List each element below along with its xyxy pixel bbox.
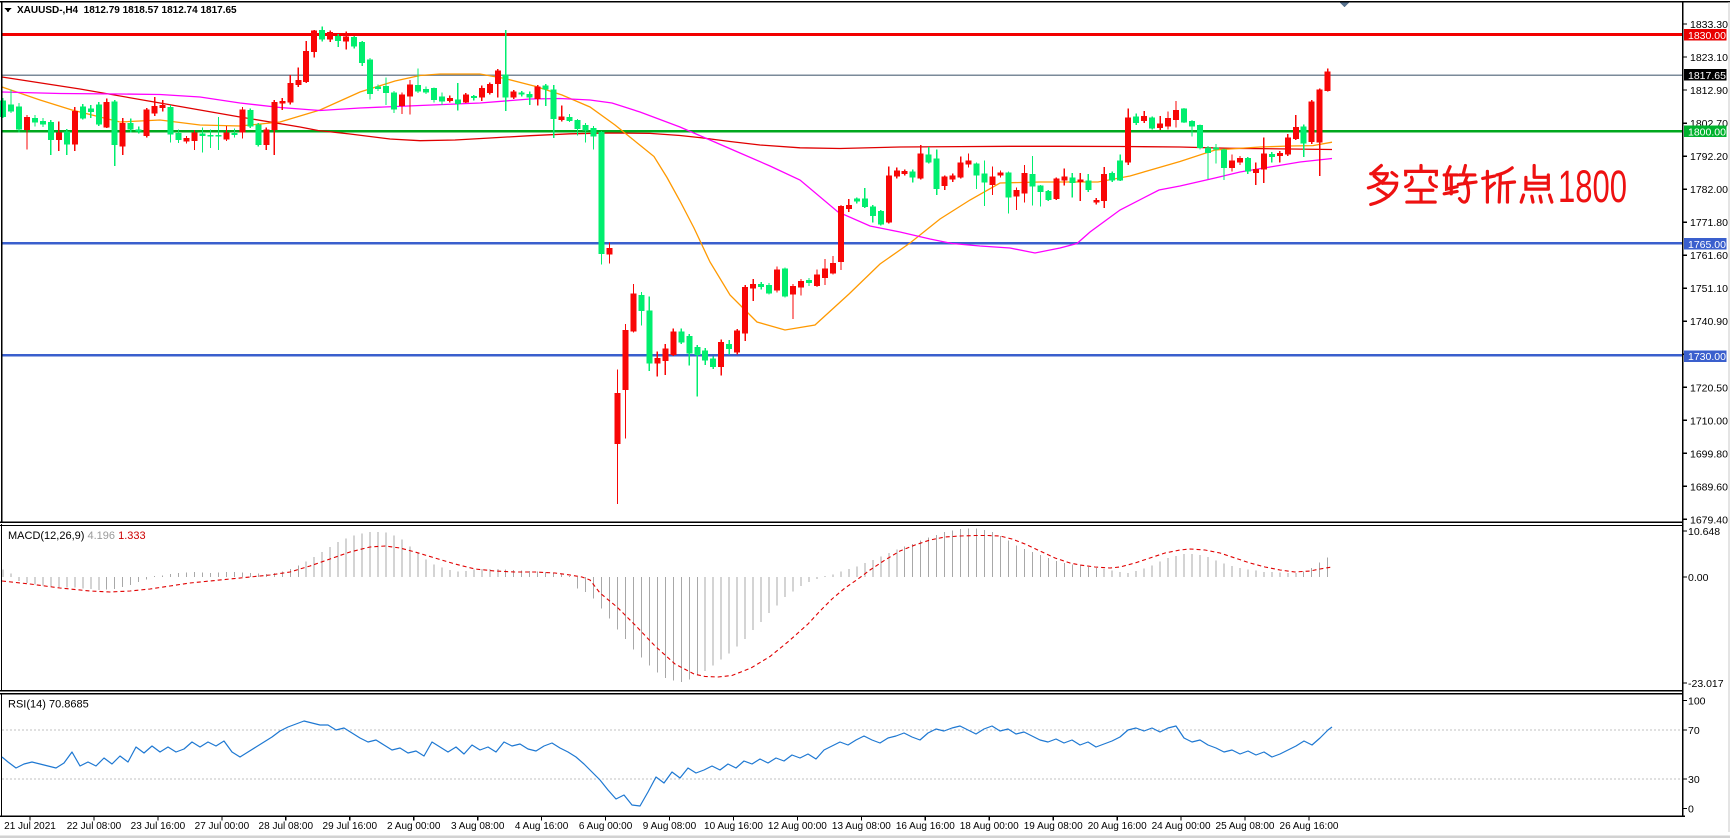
- svg-text:3 Aug 08:00: 3 Aug 08:00: [451, 821, 505, 832]
- svg-text:1740.90: 1740.90: [1690, 316, 1728, 328]
- svg-text:MACD(12,26,9) 4.196 1.333: MACD(12,26,9) 4.196 1.333: [8, 530, 146, 542]
- svg-text:100: 100: [1688, 696, 1706, 708]
- svg-text:24 Aug 00:00: 24 Aug 00:00: [1152, 821, 1211, 832]
- svg-text:1699.80: 1699.80: [1690, 448, 1728, 460]
- svg-text:70: 70: [1688, 725, 1700, 737]
- svg-text:9 Aug 08:00: 9 Aug 08:00: [643, 821, 697, 832]
- svg-text:21 Jul 2021: 21 Jul 2021: [4, 821, 56, 832]
- svg-text:10.648: 10.648: [1688, 526, 1720, 538]
- svg-text:22 Jul 08:00: 22 Jul 08:00: [67, 821, 122, 832]
- svg-text:18 Aug 00:00: 18 Aug 00:00: [960, 821, 1019, 832]
- svg-text:1812.90: 1812.90: [1690, 85, 1728, 97]
- svg-text:0: 0: [1688, 804, 1694, 816]
- svg-text:1720.50: 1720.50: [1690, 382, 1728, 394]
- svg-text:16 Aug 16:00: 16 Aug 16:00: [896, 821, 955, 832]
- svg-text:20 Aug 16:00: 20 Aug 16:00: [1088, 821, 1147, 832]
- svg-text:6 Aug 00:00: 6 Aug 00:00: [579, 821, 633, 832]
- svg-text:25 Aug 08:00: 25 Aug 08:00: [1216, 821, 1275, 832]
- svg-text:30: 30: [1688, 774, 1700, 786]
- svg-text:1751.10: 1751.10: [1690, 283, 1728, 295]
- svg-text:1833.30: 1833.30: [1690, 19, 1728, 31]
- svg-text:1792.20: 1792.20: [1690, 151, 1728, 163]
- svg-text:1782.00: 1782.00: [1690, 184, 1728, 196]
- svg-text:1800: 1800: [1558, 161, 1627, 212]
- svg-text:1830.00: 1830.00: [1688, 30, 1726, 42]
- svg-text:4 Aug 16:00: 4 Aug 16:00: [515, 821, 569, 832]
- svg-text:19 Aug 08:00: 19 Aug 08:00: [1024, 821, 1083, 832]
- svg-text:1817.65: 1817.65: [1688, 70, 1726, 82]
- svg-text:10 Aug 16:00: 10 Aug 16:00: [704, 821, 763, 832]
- svg-text:2 Aug 00:00: 2 Aug 00:00: [387, 821, 441, 832]
- svg-text:1761.60: 1761.60: [1690, 250, 1728, 262]
- svg-text:1710.00: 1710.00: [1690, 415, 1728, 427]
- svg-text:RSI(14) 70.8685: RSI(14) 70.8685: [8, 699, 89, 711]
- svg-text:1800.00: 1800.00: [1688, 126, 1726, 138]
- svg-text:28 Jul 08:00: 28 Jul 08:00: [259, 821, 314, 832]
- svg-text:23 Jul 16:00: 23 Jul 16:00: [131, 821, 186, 832]
- svg-text:1823.10: 1823.10: [1690, 52, 1728, 64]
- svg-text:12 Aug 00:00: 12 Aug 00:00: [768, 821, 827, 832]
- svg-text:26 Aug 16:00: 26 Aug 16:00: [1280, 821, 1339, 832]
- svg-text:1765.00: 1765.00: [1688, 239, 1726, 251]
- svg-text:1689.60: 1689.60: [1690, 481, 1728, 493]
- svg-text:29 Jul 16:00: 29 Jul 16:00: [323, 821, 378, 832]
- svg-text:-23.017: -23.017: [1688, 678, 1724, 690]
- svg-text:1679.40: 1679.40: [1690, 514, 1728, 526]
- svg-text:1730.00: 1730.00: [1688, 351, 1726, 363]
- svg-text:0.00: 0.00: [1688, 572, 1709, 584]
- svg-text:27 Jul 00:00: 27 Jul 00:00: [195, 821, 250, 832]
- svg-text:XAUUSD-,H4 1812.79 1818.57 18: XAUUSD-,H4 1812.79 1818.57 1812.74 1817.…: [17, 5, 237, 16]
- svg-text:1771.80: 1771.80: [1690, 217, 1728, 229]
- svg-text:13 Aug 08:00: 13 Aug 08:00: [832, 821, 891, 832]
